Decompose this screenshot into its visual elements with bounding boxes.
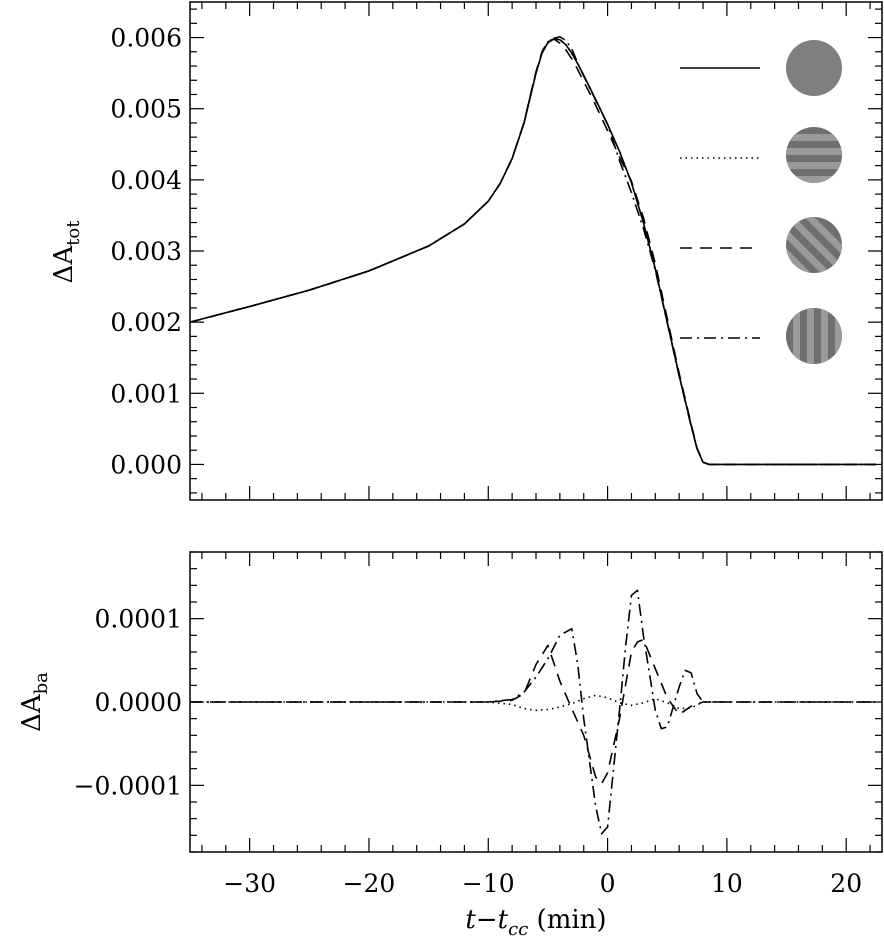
xtick-label: 20 xyxy=(830,869,862,898)
series-line-dash-dot xyxy=(190,36,877,466)
ytick-label: 0.000 xyxy=(110,450,182,479)
ytick-label: 0.005 xyxy=(110,95,182,124)
xtick-label: −20 xyxy=(343,869,396,898)
series-line-solid xyxy=(190,38,877,466)
series-line-dashed xyxy=(190,38,877,466)
xtick-label: 10 xyxy=(711,869,743,898)
top-series-lines xyxy=(190,36,877,466)
ytick-label: 0.002 xyxy=(110,308,182,337)
top-panel: 0.000 0.001 0.002 0.003 0.004 0.005 0.006 ΔAto… xyxy=(49,1,883,501)
series-line-dotted xyxy=(190,38,877,466)
bottom-series-lines xyxy=(190,589,877,835)
series-line-dotted xyxy=(190,694,877,712)
top-ylabel: ΔAtot xyxy=(49,220,84,284)
bottom-xlabel: t−tcc (min) xyxy=(465,905,606,940)
top-tick-marks xyxy=(190,2,882,500)
legend-horizontal-bands-disk-icon xyxy=(786,127,842,183)
ytick-label: −0.0001 xyxy=(74,771,182,800)
series-line-dash-dot xyxy=(190,589,877,835)
legend-vertical-bands-disk-icon xyxy=(786,308,842,364)
ytick-label: 0.006 xyxy=(110,24,182,53)
legend xyxy=(680,40,842,364)
legend-diagonal-bands-disk-icon xyxy=(786,217,842,273)
ytick-label: 0.004 xyxy=(110,166,182,195)
series-line-dashed xyxy=(190,638,877,785)
ytick-label: 0.003 xyxy=(110,237,182,266)
bottom-ytick-labels: −0.0001 0.0000 0.0001 xyxy=(74,605,182,801)
ytick-label: 0.0000 xyxy=(95,688,182,717)
xtick-label: −10 xyxy=(462,869,515,898)
top-plot-frame xyxy=(189,1,883,501)
xtick-label: 0 xyxy=(600,869,616,898)
ytick-label: 0.0001 xyxy=(95,605,182,634)
legend-uniform-disk-icon xyxy=(786,40,842,96)
bottom-xtick-labels: −30 −20 −10 0 10 20 xyxy=(223,869,862,898)
top-ytick-labels: 0.000 0.001 0.002 0.003 0.004 0.005 0.006 xyxy=(110,24,182,480)
bottom-ylabel: ΔAba xyxy=(17,672,52,732)
xtick-label: −30 xyxy=(223,869,276,898)
ytick-label: 0.001 xyxy=(110,379,182,408)
